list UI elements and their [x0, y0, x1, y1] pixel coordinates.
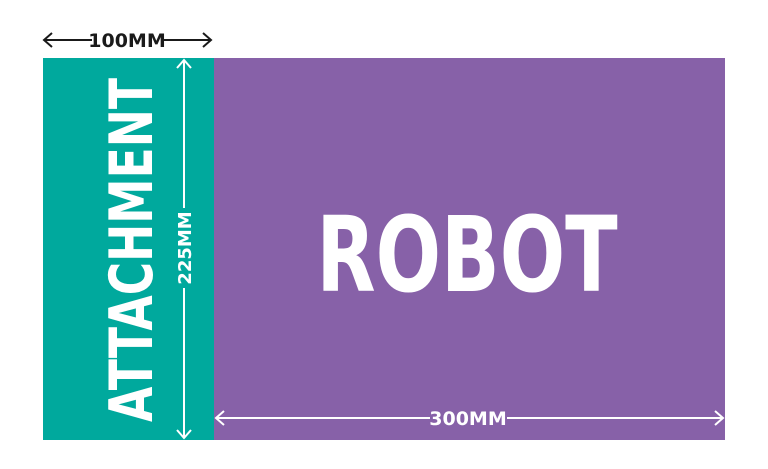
- attachment-width-label: 100MM: [88, 30, 165, 52]
- arrowhead-up-icon: [176, 58, 192, 69]
- height-label: 225MM: [175, 211, 196, 284]
- arrowhead-down-icon: [176, 429, 192, 440]
- attachment-label: ATTACHMENT: [97, 77, 167, 422]
- arrowhead-left-icon: [214, 410, 225, 426]
- robot-block: [214, 58, 725, 440]
- arrowhead-left-icon: [42, 32, 53, 48]
- attachment-width-dimension: 100MM: [42, 30, 213, 52]
- arrowhead-right-icon: [202, 32, 213, 48]
- robot-width-label: 300MM: [429, 408, 506, 430]
- height-dimension: 225MM: [175, 58, 196, 440]
- robot-width-dimension: 300MM: [214, 408, 725, 430]
- attachment-block: [43, 58, 214, 440]
- arrowhead-right-icon: [714, 410, 725, 426]
- robot-label: ROBOT: [316, 194, 617, 316]
